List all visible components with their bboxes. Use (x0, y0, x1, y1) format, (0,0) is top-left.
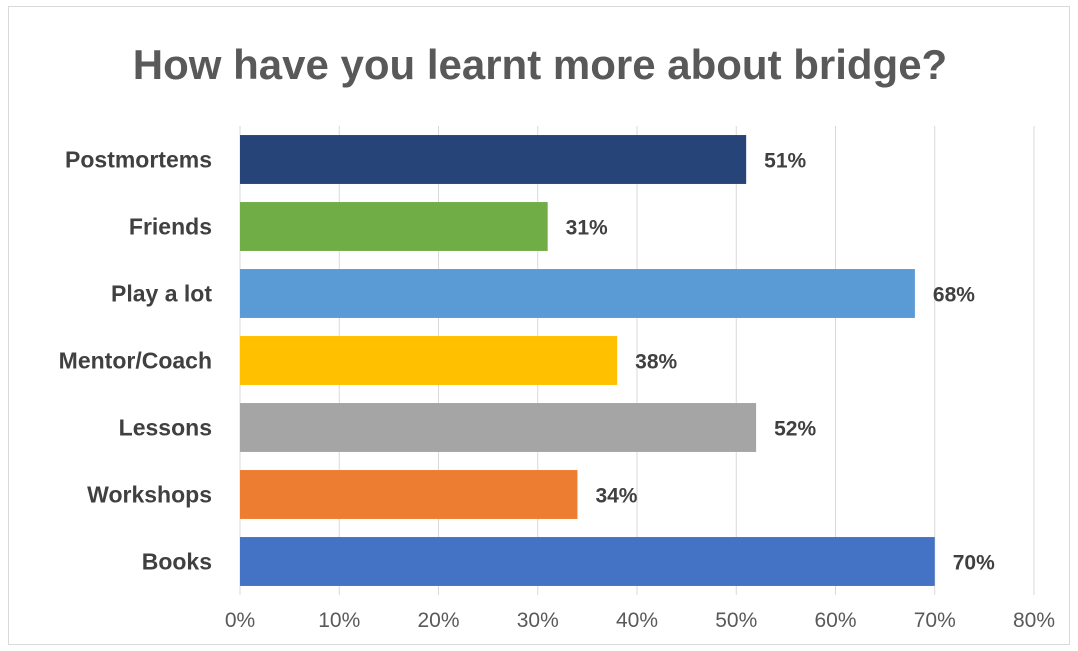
chart-frame: How have you learnt more about bridge? 0… (8, 6, 1070, 645)
category-label: Friends (129, 214, 212, 240)
bars (240, 135, 935, 586)
category-label: Books (142, 549, 212, 575)
value-label: 31% (566, 217, 608, 240)
x-tick-label: 20% (417, 609, 459, 632)
value-label: 34% (595, 485, 637, 508)
x-tick-label: 80% (1013, 609, 1055, 632)
category-label: Workshops (87, 482, 212, 508)
bar (240, 470, 578, 519)
bar (240, 269, 915, 318)
x-tick-label: 50% (715, 609, 757, 632)
value-label: 38% (635, 351, 677, 374)
category-label: Mentor/Coach (59, 348, 212, 374)
value-label: 52% (774, 418, 816, 441)
x-tick-label: 70% (914, 609, 956, 632)
bar (240, 403, 757, 452)
category-label: Play a lot (111, 281, 212, 307)
value-label: 70% (953, 552, 995, 575)
value-label: 51% (764, 150, 806, 173)
x-tick-label: 10% (318, 609, 360, 632)
x-tick-label: 30% (517, 609, 559, 632)
category-label: Postmortems (65, 147, 212, 173)
bar-chart: 0% 10% 20% 30% 40% 50% 60% 70% 80% Postmortems 51%… (59, 126, 1055, 633)
x-tick-label: 0% (225, 609, 255, 632)
value-label: 68% (933, 284, 975, 307)
x-tick-label: 40% (616, 609, 658, 632)
category-label: Lessons (119, 415, 212, 441)
x-tick-label: 60% (814, 609, 856, 632)
chart-title: How have you learnt more about bridge? (132, 41, 948, 88)
labels: 0% 10% 20% 30% 40% 50% 60% 70% 80% Postmortems 51%… (59, 147, 1055, 633)
bar (240, 202, 548, 251)
bar (240, 537, 935, 586)
bar (240, 336, 618, 385)
bar (240, 135, 747, 184)
